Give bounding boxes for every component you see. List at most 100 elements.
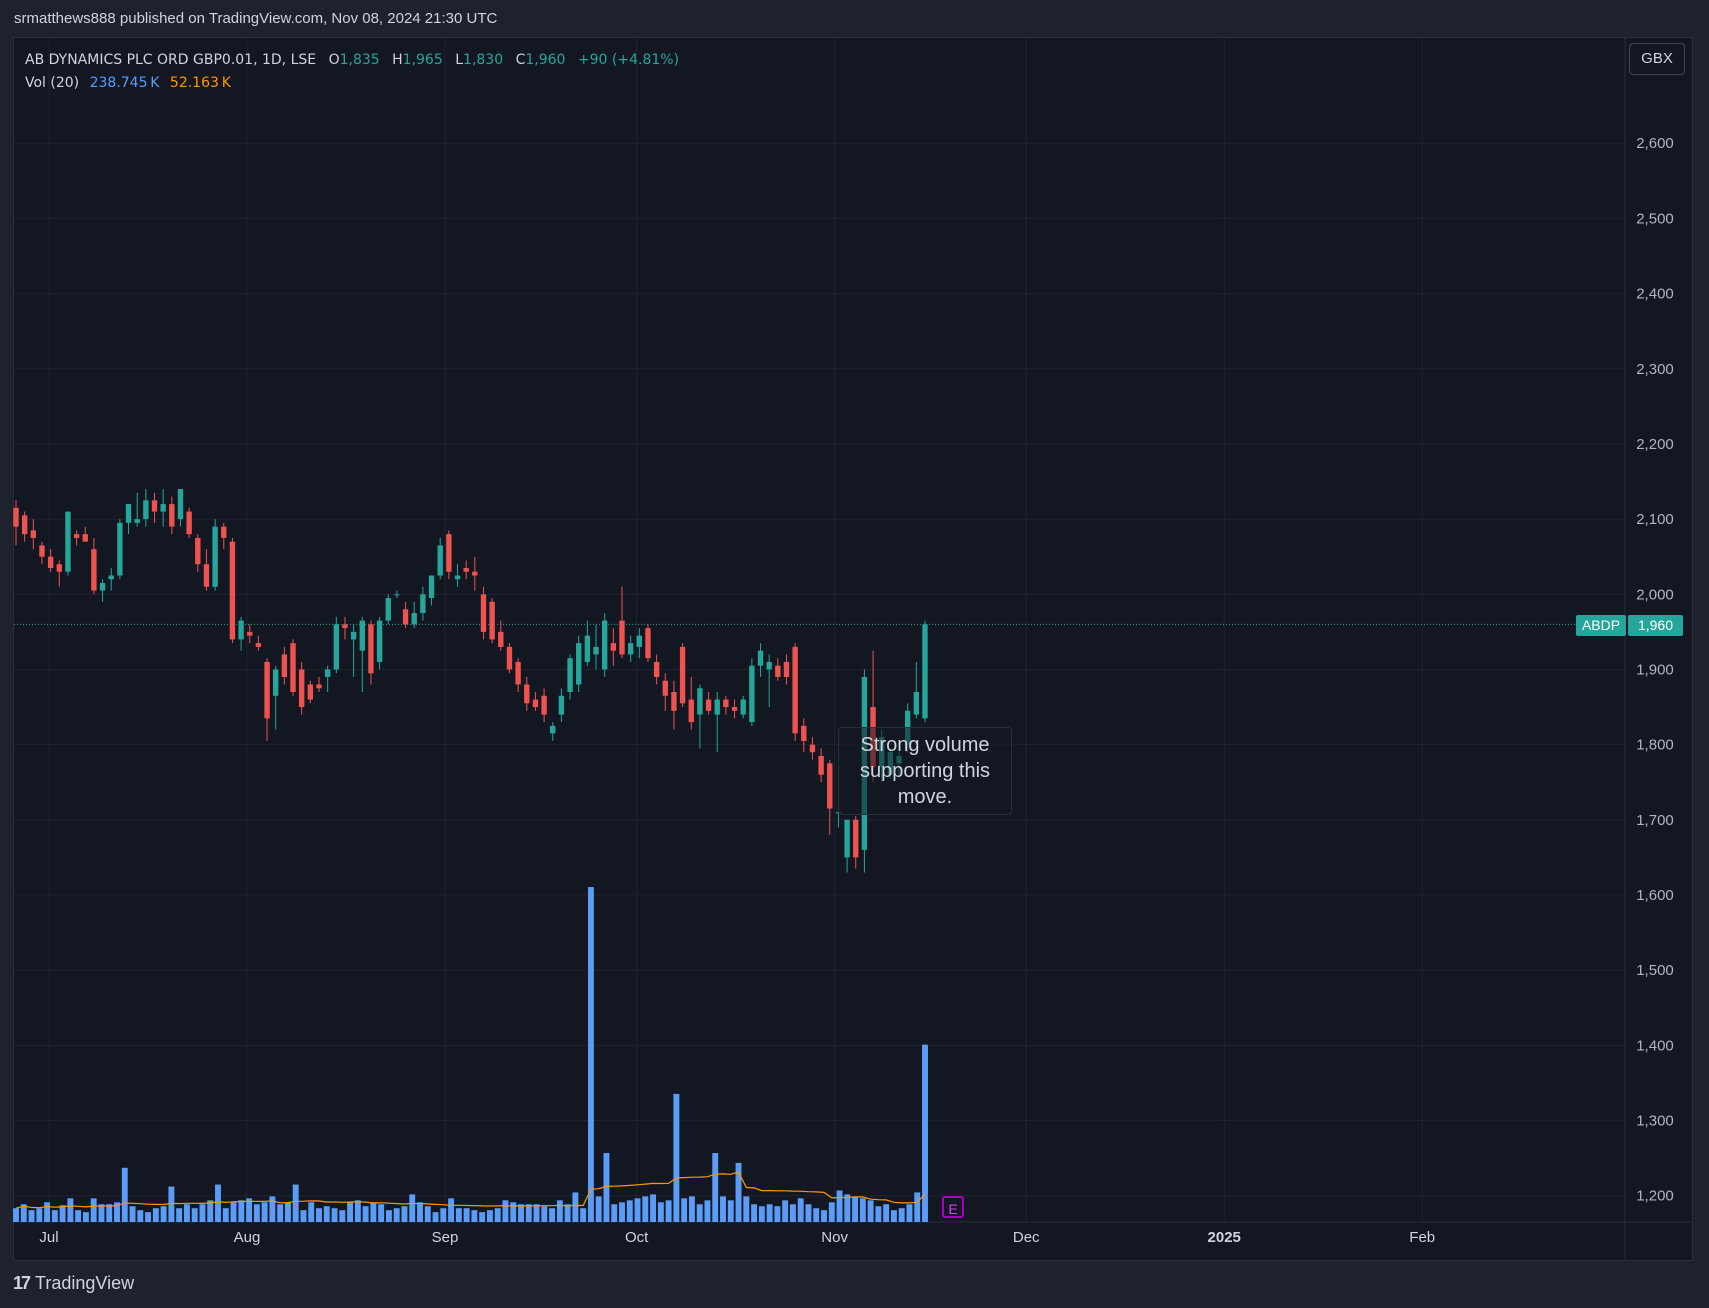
x-tick-label: Oct <box>625 1229 649 1246</box>
volume-bar <box>323 1206 330 1222</box>
volume-bar <box>152 1208 159 1222</box>
candle-body <box>186 511 192 535</box>
volume-bar <box>277 1204 284 1222</box>
candle-body <box>766 661 772 670</box>
candle-body <box>125 504 132 523</box>
y-tick-label: 2,200 <box>1636 436 1674 453</box>
candle-body <box>853 819 859 858</box>
volume-bar <box>789 1204 796 1222</box>
candle-body <box>316 684 322 689</box>
volume-bar <box>657 1202 664 1222</box>
y-tick-label: 2,000 <box>1636 586 1674 603</box>
volume-bar <box>51 1210 58 1222</box>
candle-body <box>818 755 824 775</box>
volume-bar <box>284 1202 291 1222</box>
volume-bar <box>176 1208 183 1222</box>
volume-bar <box>331 1208 338 1222</box>
volume-bar <box>580 1208 587 1222</box>
volume-bar <box>168 1186 175 1222</box>
volume-bar <box>595 1196 602 1222</box>
candle-body <box>350 631 357 640</box>
volume-bar <box>603 1153 610 1222</box>
volume-bar <box>572 1192 579 1222</box>
tradingview-logo-text: TradingView <box>35 1273 135 1293</box>
volume-bar <box>409 1194 416 1222</box>
y-tick-label: 2,300 <box>1636 361 1674 378</box>
currency-button[interactable]: GBX <box>1629 43 1685 75</box>
candle-body <box>99 583 106 591</box>
candle-body <box>56 564 62 572</box>
annotation-line-3: move. <box>897 786 953 808</box>
earnings-marker-icon[interactable]: E <box>942 1196 964 1218</box>
volume-bar <box>362 1206 369 1222</box>
volume-bar <box>502 1200 509 1222</box>
chart-annotation-note[interactable]: Strong volume supporting this move. <box>838 727 1012 815</box>
volume-bar <box>28 1210 35 1222</box>
candle-body <box>307 684 314 700</box>
candle-body <box>437 545 443 576</box>
volume-bar <box>619 1202 625 1222</box>
volume-bar <box>836 1190 843 1222</box>
volume-bar <box>898 1208 905 1222</box>
volume-bar <box>867 1200 874 1222</box>
y-tick-label: 1,400 <box>1636 1037 1674 1054</box>
x-tick-label: Dec <box>1013 1229 1040 1246</box>
volume-bar <box>199 1204 206 1222</box>
volume-bar <box>253 1204 260 1222</box>
candle-body <box>273 669 279 696</box>
volume-bar <box>906 1204 913 1222</box>
volume-bar <box>852 1196 859 1222</box>
volume-bar <box>292 1184 299 1222</box>
ohlc-legend-row: AB DYNAMICS PLC ORD GBP0.01, 1D, LSE O1,… <box>25 49 679 72</box>
volume-bar <box>494 1208 501 1222</box>
volume-bar <box>883 1204 890 1222</box>
volume-bar <box>448 1198 455 1222</box>
volume-bar <box>246 1198 253 1222</box>
y-tick-label: 1,300 <box>1636 1113 1674 1130</box>
volume-bar <box>922 1044 928 1222</box>
open-value: 1,835 <box>339 52 380 68</box>
x-tick-label: Nov <box>821 1229 848 1246</box>
volume-bar <box>393 1208 400 1222</box>
volume-bar <box>743 1196 750 1222</box>
candle-body <box>636 635 642 647</box>
low-value: 1,830 <box>463 52 504 68</box>
candle-body <box>619 620 625 655</box>
candle-body <box>333 624 339 670</box>
candle-body <box>801 725 807 741</box>
candle-body <box>662 680 668 696</box>
tradingview-logo[interactable]: 17 TradingView <box>13 1273 134 1294</box>
volume-bar <box>20 1204 27 1222</box>
candle-body <box>229 541 236 640</box>
candle-body <box>506 646 513 670</box>
candle-body <box>610 643 617 651</box>
candle-body <box>368 624 374 674</box>
volume-bar <box>13 1208 19 1222</box>
volume-bar <box>160 1206 167 1222</box>
candle-body <box>91 549 97 591</box>
volume-legend-row: Vol (20) 238.745 K 52.163 K <box>25 72 679 95</box>
low-label: L <box>455 52 464 68</box>
volume-bar <box>486 1210 493 1222</box>
candle-body <box>723 699 729 708</box>
candle-body <box>827 763 833 809</box>
volume-bar <box>914 1192 921 1222</box>
candle-body <box>792 646 798 734</box>
candle-body <box>134 519 140 523</box>
candle-body <box>195 537 201 565</box>
candle-body <box>498 631 504 647</box>
volume-bar <box>813 1208 820 1222</box>
candle-body <box>922 624 928 719</box>
volume-bar <box>424 1206 431 1222</box>
volume-bar <box>44 1202 51 1222</box>
candle-body <box>47 556 54 568</box>
volume-bar <box>587 887 594 1222</box>
candle-body <box>550 725 556 734</box>
volume-bar <box>859 1198 866 1222</box>
candle-body <box>480 594 487 632</box>
candle-body <box>472 571 478 576</box>
candle-body <box>809 744 816 753</box>
volume-bar <box>720 1196 726 1222</box>
close-value: 1,960 <box>525 52 566 68</box>
